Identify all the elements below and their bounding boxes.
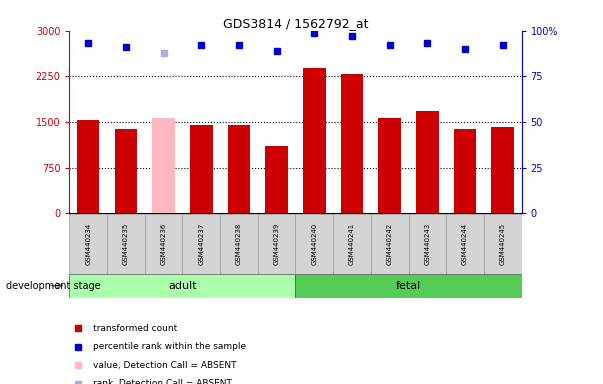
Bar	[409, 214, 446, 275]
Bar	[190, 125, 213, 213]
Text: percentile rank within the sample: percentile rank within the sample	[93, 342, 247, 351]
Bar	[303, 68, 326, 213]
Text: GSM440236: GSM440236	[160, 223, 166, 265]
Bar	[107, 214, 145, 275]
Bar	[115, 129, 137, 213]
Bar	[77, 120, 99, 213]
Bar	[446, 214, 484, 275]
Text: rank, Detection Call = ABSENT: rank, Detection Call = ABSENT	[93, 379, 232, 384]
Text: GSM440244: GSM440244	[462, 223, 468, 265]
Bar	[491, 127, 514, 213]
Text: GSM440243: GSM440243	[425, 223, 431, 265]
Bar	[152, 118, 175, 213]
Bar	[145, 214, 182, 275]
Text: adult: adult	[168, 281, 197, 291]
Bar	[220, 214, 258, 275]
Bar	[228, 125, 250, 213]
Bar	[333, 214, 371, 275]
Text: GSM440240: GSM440240	[311, 223, 317, 265]
Text: GSM440234: GSM440234	[85, 223, 91, 265]
Bar	[182, 214, 220, 275]
Bar	[258, 214, 295, 275]
Bar	[69, 214, 107, 275]
Bar	[295, 274, 522, 298]
Text: GSM440242: GSM440242	[387, 223, 393, 265]
Bar	[265, 146, 288, 213]
Text: GSM440241: GSM440241	[349, 223, 355, 265]
Text: fetal: fetal	[396, 281, 421, 291]
Bar	[484, 214, 522, 275]
Bar	[453, 129, 476, 213]
Bar	[341, 74, 363, 213]
Text: GSM440245: GSM440245	[500, 223, 506, 265]
Bar	[371, 214, 409, 275]
Bar	[295, 214, 333, 275]
Title: GDS3814 / 1562792_at: GDS3814 / 1562792_at	[223, 17, 368, 30]
Text: transformed count: transformed count	[93, 324, 178, 333]
Text: GSM440239: GSM440239	[274, 223, 280, 265]
Bar	[416, 111, 438, 213]
Text: development stage: development stage	[6, 281, 101, 291]
Text: GSM440237: GSM440237	[198, 223, 204, 265]
Text: GSM440235: GSM440235	[123, 223, 129, 265]
Text: GSM440238: GSM440238	[236, 223, 242, 265]
Bar	[69, 274, 295, 298]
Text: value, Detection Call = ABSENT: value, Detection Call = ABSENT	[93, 361, 237, 370]
Bar	[379, 118, 401, 213]
